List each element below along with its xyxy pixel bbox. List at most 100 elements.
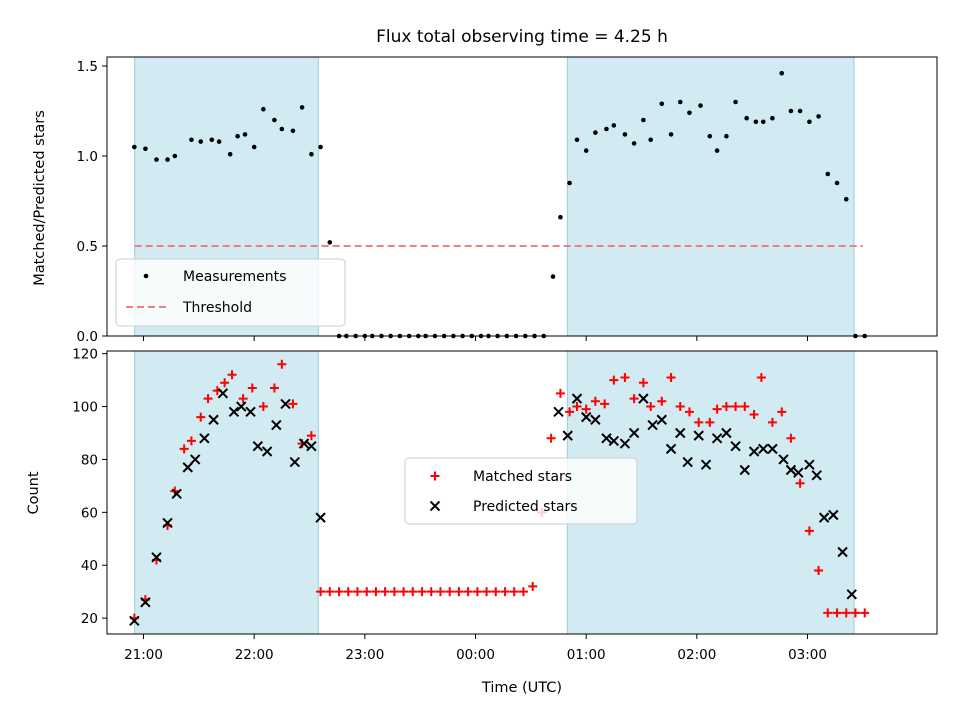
predicted-star-point xyxy=(601,433,612,444)
matched-star-point xyxy=(445,587,455,597)
predicted-star-point xyxy=(721,427,732,439)
predicted-star-point xyxy=(785,464,797,476)
measurement-point xyxy=(797,108,803,114)
predicted-star-point xyxy=(245,406,256,418)
predicted-star-point xyxy=(739,464,750,476)
matched-star-point xyxy=(472,587,482,597)
measurement-point xyxy=(604,126,609,132)
measurement-point xyxy=(744,115,749,121)
matched-star-point xyxy=(220,378,230,388)
matched-star-point xyxy=(203,394,213,404)
predicted-star-point xyxy=(217,388,229,399)
plot-frame xyxy=(106,350,938,635)
predicted-star-point xyxy=(280,398,291,410)
x-tick-label: 23:00 xyxy=(345,647,384,663)
matched-star-point xyxy=(196,412,206,422)
measurement-point xyxy=(132,144,137,150)
predicted-star-point xyxy=(730,441,741,452)
matched-star-point xyxy=(518,587,528,597)
predicted-star-point xyxy=(208,414,219,425)
predicted-star-point xyxy=(748,446,760,457)
measurement-point xyxy=(779,70,785,76)
measurement-point xyxy=(154,157,159,162)
matched-star-point xyxy=(277,359,287,369)
matched-star-point xyxy=(590,396,600,406)
predicted-star-point xyxy=(580,411,592,423)
measurement-point xyxy=(272,117,277,123)
predicted-star-point xyxy=(140,597,151,608)
matched-star-point xyxy=(850,608,860,618)
predicted-star-point xyxy=(638,393,649,404)
measurement-point xyxy=(198,139,204,144)
measurement-point xyxy=(622,132,628,137)
measurement-point xyxy=(558,214,563,220)
measurement-point xyxy=(687,110,692,116)
measurement-point xyxy=(165,157,170,162)
predicted-star-point xyxy=(837,546,848,558)
predicted-star-point xyxy=(828,509,839,521)
predicted-star-point xyxy=(298,438,310,449)
matched-star-point xyxy=(334,587,344,597)
predicted-star-point xyxy=(793,467,804,478)
measurement-point xyxy=(251,144,257,150)
predicted-star-point xyxy=(758,443,769,455)
matched-star-point xyxy=(408,587,418,597)
y-tick-label: 1.0 xyxy=(77,149,98,165)
predicted-star-point xyxy=(804,459,815,470)
predicted-star-point xyxy=(261,446,273,457)
measurement-point xyxy=(279,126,285,132)
matched-star-point xyxy=(306,431,316,441)
chart-title: Flux total observing time = 4.25 h xyxy=(376,27,668,47)
matched-star-point xyxy=(841,608,851,618)
measurement-point xyxy=(807,119,812,125)
measurement-point xyxy=(227,151,233,157)
matched-star-point xyxy=(352,587,362,597)
y-tick-label: 120 xyxy=(72,347,98,363)
matched-star-point xyxy=(675,402,685,412)
legend-label: Measurements xyxy=(183,269,286,285)
matched-star-point xyxy=(454,587,464,597)
y-tick-label: 0.0 xyxy=(77,329,98,345)
measurement-point xyxy=(611,123,617,128)
measurement-point xyxy=(550,274,556,279)
predicted-star-point xyxy=(151,552,162,563)
measurement-point xyxy=(309,151,314,157)
matched-star-point xyxy=(814,566,824,576)
predicted-star-point xyxy=(553,406,564,418)
predicted-star-point xyxy=(656,414,667,425)
measurement-point xyxy=(733,99,738,105)
predicted-star-point xyxy=(271,419,282,431)
predicted-star-point xyxy=(682,456,693,468)
matched-star-point xyxy=(684,407,694,417)
matched-star-point xyxy=(804,526,814,536)
matched-star-point xyxy=(572,402,582,412)
matched-star-point xyxy=(546,433,556,443)
measurement-point xyxy=(172,153,178,159)
matched-star-point xyxy=(491,587,501,597)
matched-star-point xyxy=(238,394,248,404)
predicted-star-point xyxy=(171,488,182,500)
matched-star-point xyxy=(288,399,298,409)
predicted-star-point xyxy=(628,427,640,439)
matched-star-point xyxy=(694,417,704,427)
matched-star-point xyxy=(463,587,473,597)
predicted-star-point xyxy=(693,430,704,441)
measurement-point xyxy=(714,148,720,153)
matched-star-point xyxy=(756,372,766,382)
matched-star-point xyxy=(371,587,381,597)
legend-label: Predicted stars xyxy=(473,499,578,515)
measurement-point xyxy=(189,137,194,143)
predicted-star-point xyxy=(252,441,264,452)
measurement-point xyxy=(760,119,766,125)
y-tick-label: 60 xyxy=(81,505,98,521)
y-tick-label: 1.5 xyxy=(77,59,98,75)
plot-frame xyxy=(106,56,938,337)
measurement-point xyxy=(631,141,637,146)
measurement-point xyxy=(753,119,759,125)
y-tick-label: 100 xyxy=(72,400,98,416)
matched-star-point xyxy=(767,417,777,427)
matched-star-point xyxy=(705,417,715,427)
matched-star-point xyxy=(343,587,353,597)
predicted-star-point xyxy=(306,441,317,452)
